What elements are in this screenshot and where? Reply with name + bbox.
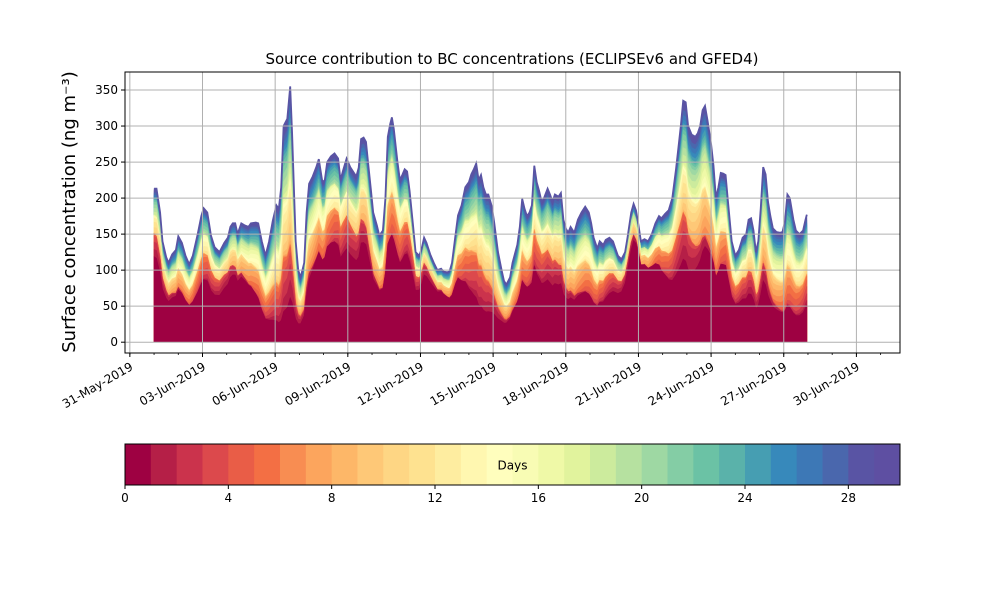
colorbar-swatch [228, 444, 255, 485]
colorbar-swatch [202, 444, 229, 485]
colorbar-tick-label: 20 [634, 491, 649, 505]
x-tick-label: 24-Jun-2019 [646, 359, 717, 408]
x-tick-label: 21-Jun-2019 [573, 359, 644, 408]
colorbar-swatch [486, 444, 513, 485]
colorbar-swatch [822, 444, 849, 485]
y-tick-label: 0 [110, 335, 118, 349]
x-tick-label: 31-May-2019 [60, 359, 135, 411]
colorbar-tick-label: 12 [427, 491, 442, 505]
colorbar-swatch [693, 444, 720, 485]
colorbar-swatch [125, 444, 152, 485]
x-tick-label: 06-Jun-2019 [210, 359, 281, 408]
colorbar-label: Days [498, 459, 528, 473]
colorbar-tick-label: 4 [225, 491, 233, 505]
colorbar-swatch [874, 444, 901, 485]
x-tick-label: 09-Jun-2019 [282, 359, 353, 408]
colorbar-swatch [409, 444, 436, 485]
colorbar-swatch [254, 444, 281, 485]
colorbar-swatch [383, 444, 410, 485]
colorbar-swatch [641, 444, 668, 485]
colorbar-tick-label: 8 [328, 491, 336, 505]
colorbar-swatch [667, 444, 694, 485]
colorbar-frame [124, 443, 901, 486]
x-tick-label: 27-Jun-2019 [718, 359, 789, 408]
y-tick-label: 250 [95, 155, 118, 169]
x-tick-label: 15-Jun-2019 [428, 359, 499, 408]
plot-frame [124, 71, 901, 354]
colorbar-tick-label: 16 [531, 491, 546, 505]
colorbar-swatch [305, 444, 333, 485]
colorbar-swatch [770, 444, 798, 485]
y-axis-label: Surface concentration (ng m⁻³) [59, 71, 80, 353]
colorbar-swatch [331, 444, 358, 485]
y-tick-label: 150 [95, 227, 118, 241]
colorbar-swatch [357, 444, 384, 485]
colorbar-swatch [848, 444, 875, 485]
colorbar-tick-label: 0 [121, 491, 129, 505]
colorbar-swatch [512, 444, 539, 485]
colorbar-swatch [280, 444, 307, 485]
colorbar-swatch [176, 444, 203, 485]
colorbar-swatch [150, 444, 178, 485]
colorbar-swatch [590, 444, 617, 485]
colorbar-swatch [460, 444, 488, 485]
stack-band-day-0 [153, 233, 808, 343]
colorbar-swatch [796, 444, 823, 485]
colorbar-swatch [719, 444, 746, 485]
x-tick-label: 30-Jun-2019 [791, 359, 862, 408]
x-tick-label: 12-Jun-2019 [355, 359, 426, 408]
colorbar-tick-label: 28 [841, 491, 856, 505]
y-tick-label: 100 [95, 263, 118, 277]
colorbar-swatch [615, 444, 643, 485]
colorbar-swatch [745, 444, 772, 485]
y-tick-label: 200 [95, 191, 118, 205]
colorbar-swatch [435, 444, 462, 485]
y-tick-label: 300 [95, 119, 118, 133]
total-series-line [154, 86, 808, 287]
x-tick-label: 18-Jun-2019 [500, 359, 571, 408]
chart-title: Source contribution to BC concentrations… [265, 50, 758, 68]
colorbar-swatch [564, 444, 591, 485]
x-tick-label: 03-Jun-2019 [137, 359, 208, 408]
y-tick-label: 350 [95, 83, 118, 97]
y-tick-label: 50 [103, 299, 118, 313]
colorbar-tick-label: 24 [737, 491, 752, 505]
colorbar-swatch [538, 444, 565, 485]
